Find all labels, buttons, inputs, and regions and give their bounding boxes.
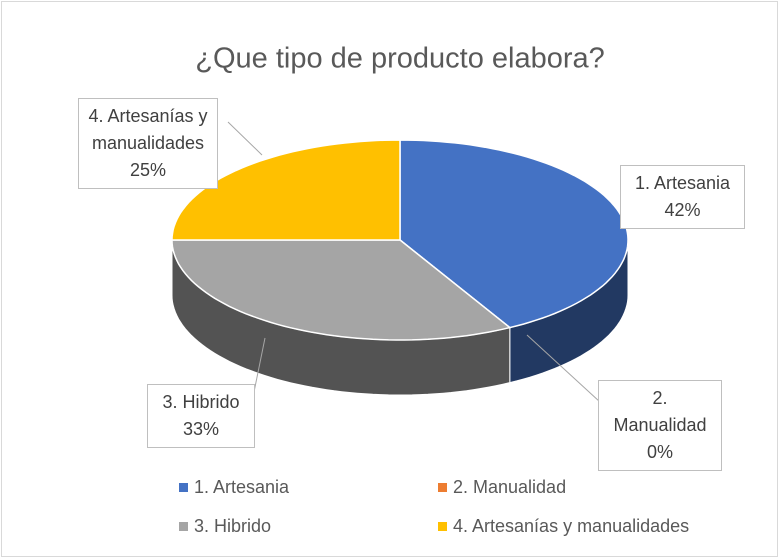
- data-label: 4. Artesanías y manualidades 25%: [78, 98, 218, 189]
- data-label-name: 3. Hibrido: [162, 392, 240, 412]
- data-label-value: 33%: [182, 419, 220, 439]
- data-label-name: 2. Manualidad: [613, 388, 707, 435]
- chart-title: ¿Que tipo de producto elabora?: [195, 43, 605, 75]
- legend-label: 3. Hibrido: [194, 516, 272, 536]
- data-label-value: 25%: [129, 160, 167, 180]
- legend-swatch: [438, 483, 447, 492]
- slice: [171, 239, 512, 341]
- pie: [171, 139, 629, 396]
- data-label-value: 42%: [664, 200, 701, 220]
- legend-label: 1. Artesania: [194, 477, 290, 497]
- slice: [171, 139, 401, 241]
- leader-line: [526, 334, 601, 403]
- legend-label: 4. Artesanías y manualidades: [453, 516, 690, 536]
- data-label-name: 4. Artesanías y manualidades: [88, 106, 208, 153]
- data-label-name: 1. Artesania: [634, 173, 731, 193]
- legend-swatch: [438, 522, 447, 531]
- legend-label: 2. Manualidad: [453, 477, 567, 497]
- data-label: 2. Manualidad 0%: [598, 380, 722, 471]
- legend-swatch: [179, 522, 188, 531]
- data-label: 3. Hibrido 33%: [147, 384, 255, 448]
- data-label: 1. Artesania 42%: [620, 165, 745, 229]
- leader-line: [227, 121, 263, 156]
- legend-swatch: [179, 483, 188, 492]
- leader-line: [253, 337, 266, 393]
- data-label-value: 0%: [646, 442, 673, 462]
